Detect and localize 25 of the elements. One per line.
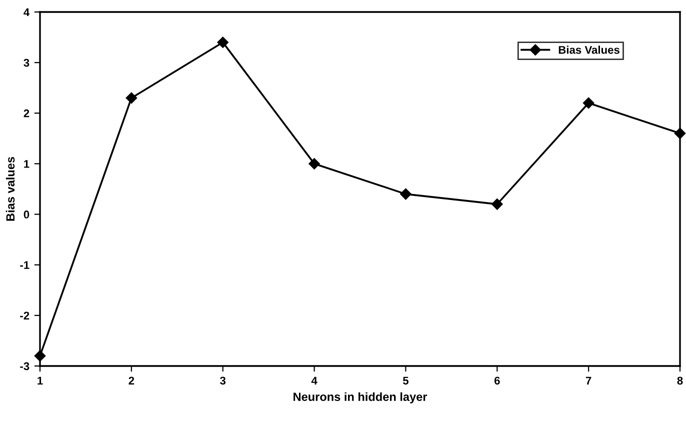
x-tick-label: 4 (311, 376, 318, 384)
y-tick-label: -1 (20, 261, 30, 269)
point (217, 36, 228, 48)
x-axis-title: Neurons in hidden layer (294, 392, 428, 404)
x-tick-label: 3 (220, 376, 226, 385)
point (492, 198, 503, 210)
y-tick-label: 2 (24, 109, 30, 118)
y-tick-label: 3 (24, 58, 30, 67)
x-tick-label: 8 (677, 376, 683, 385)
y-tick-label: 4 (24, 8, 30, 16)
point (400, 188, 412, 200)
x-tick-label: 5 (402, 376, 408, 385)
x-tick-label: 1 (38, 376, 43, 384)
point (126, 92, 138, 104)
x-tick-label: 6 (494, 376, 500, 385)
y-tick-label: -3 (20, 362, 30, 370)
y-axis-title: Bias values (6, 156, 15, 221)
legend-label: Bias Values (558, 46, 620, 54)
y-tick-label: 0 (24, 210, 30, 218)
y-tick-label: 1 (24, 160, 30, 168)
point (582, 97, 594, 109)
x-tick-label: 2 (128, 376, 134, 384)
x-tick-label: 7 (586, 376, 592, 384)
point (308, 158, 320, 170)
y-tick-label: -2 (20, 312, 30, 320)
